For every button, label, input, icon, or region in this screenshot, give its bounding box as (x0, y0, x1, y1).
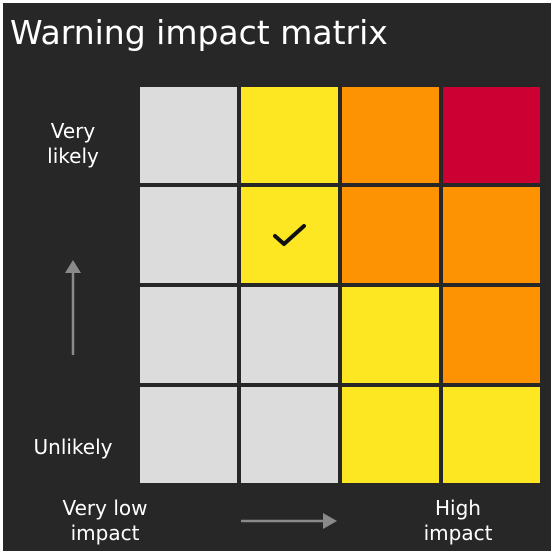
check-icon (272, 223, 307, 247)
arrow-right-icon (241, 513, 337, 529)
matrix-cell-r2-c4 (443, 187, 540, 283)
matrix-cell-r3-c4 (443, 287, 540, 383)
impact-likelihood-grid (140, 87, 540, 483)
matrix-cell-r4-c2 (241, 387, 338, 483)
impact-right-label: High impact (423, 496, 493, 545)
page-title: Warning impact matrix (10, 13, 388, 52)
matrix-cell-r3-c2 (241, 287, 338, 383)
likelihood-top-label: Very likely (47, 119, 99, 168)
warning-matrix-panel: Warning impact matrix Very likely Unlike… (3, 3, 551, 551)
matrix-cell-r4-c4 (443, 387, 540, 483)
matrix-cell-r1-c1 (140, 87, 237, 183)
matrix-cell-r1-c2 (241, 87, 338, 183)
arrow-up-icon (65, 260, 81, 355)
matrix-cell-r1-c4 (443, 87, 540, 183)
impact-left-label: Very low impact (62, 496, 148, 545)
matrix-cell-r1-c3 (342, 87, 439, 183)
matrix-cell-r4-c3 (342, 387, 439, 483)
matrix-cell-r3-c1 (140, 287, 237, 383)
likelihood-bottom-label: Unlikely (33, 435, 113, 459)
matrix-cell-r2-c3 (342, 187, 439, 283)
matrix-cell-r2-c1 (140, 187, 237, 283)
matrix-cell-r4-c1 (140, 387, 237, 483)
matrix-cell-r3-c3 (342, 287, 439, 383)
matrix-cell-r2-c2 (241, 187, 338, 283)
